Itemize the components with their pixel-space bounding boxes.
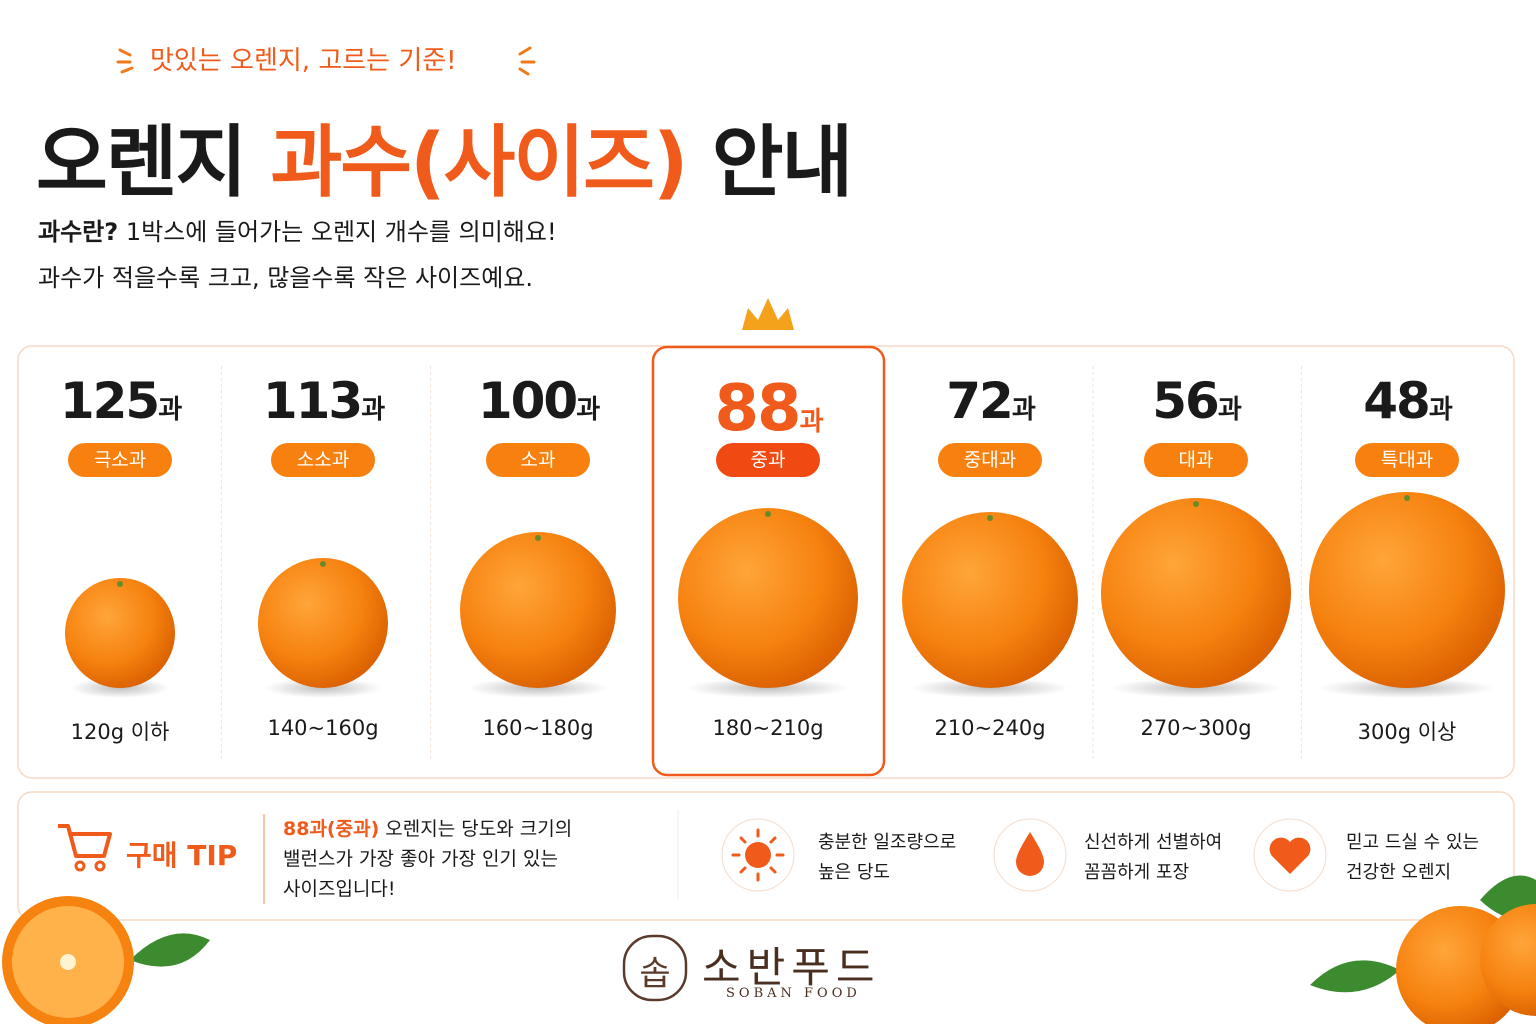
tagline: 맛있는 오렌지, 고르는 기준! xyxy=(150,46,457,76)
brand-name: 소반푸드 xyxy=(702,943,881,992)
orange xyxy=(65,578,175,688)
feature-text: 높은 당도 xyxy=(818,862,890,883)
feature-text: 충분한 일조량으로 xyxy=(818,832,957,853)
size-count: 48과 xyxy=(1297,372,1517,430)
title-highlight: 과수(사이즈) xyxy=(270,118,688,208)
brand-logo: 솝 xyxy=(639,954,671,994)
orange xyxy=(258,558,388,688)
unit: 과 xyxy=(1428,395,1453,425)
orange xyxy=(902,512,1078,688)
count: 100 xyxy=(477,372,578,430)
size-grade: 중과 xyxy=(716,443,820,477)
unit: 과 xyxy=(1011,395,1036,425)
orange xyxy=(765,511,771,517)
unit: 과 xyxy=(799,407,824,437)
feature-text: 믿고 드실 수 있는 xyxy=(1346,832,1480,853)
count: 113 xyxy=(262,372,363,430)
count: 88 xyxy=(714,372,802,446)
size-grade: 소소과 xyxy=(271,443,375,477)
tip-text: 오렌지는 당도와 크기의 xyxy=(385,818,573,840)
size-count: 113과 xyxy=(213,372,433,430)
orange xyxy=(678,508,858,688)
size-grade: 대과 xyxy=(1144,443,1248,477)
orange xyxy=(1309,492,1505,688)
count: 48 xyxy=(1363,372,1431,430)
count: 56 xyxy=(1152,372,1220,430)
intro-label: 과수란? xyxy=(38,218,119,246)
title: 안내 xyxy=(711,118,854,208)
size-grade: 특대과 xyxy=(1355,443,1459,477)
size-weight: 160~180g xyxy=(482,716,594,740)
size-weight: 140~160g xyxy=(267,716,379,740)
feature-text: 건강한 오렌지 xyxy=(1346,862,1452,883)
tip-text: 사이즈입니다! xyxy=(283,878,396,900)
feature-text: 신선하게 선별하여 xyxy=(1084,832,1223,853)
tip-highlight: 88과(중과) xyxy=(283,818,380,840)
orange xyxy=(651,345,886,777)
size-weight: 270~300g xyxy=(1140,716,1252,740)
size-weight: 210~240g xyxy=(934,716,1046,740)
orange xyxy=(987,515,993,521)
size-weight: 120g 이하 xyxy=(70,720,170,744)
size-count: 72과 xyxy=(880,372,1100,430)
unit: 과 xyxy=(576,395,600,425)
count: 125 xyxy=(59,372,160,430)
size-count: 125과 xyxy=(10,372,230,430)
size-count: 88과 xyxy=(658,372,878,446)
size-weight: 300g 이상 xyxy=(1357,720,1457,744)
orange xyxy=(1193,501,1199,507)
intro-text: 1박스에 들어가는 오렌지 개수를 의미해요! xyxy=(125,218,557,246)
size-count: 100과 xyxy=(428,372,648,430)
brand-english: SOBAN FOOD xyxy=(726,986,861,1001)
orange xyxy=(535,535,541,541)
intro-text: 과수가 적을수록 크고, 많을수록 작은 사이즈예요. xyxy=(38,264,534,292)
size-grade: 소과 xyxy=(486,443,590,477)
orange xyxy=(1404,495,1410,501)
orange xyxy=(320,561,326,567)
tip-title: 구매 TIP xyxy=(126,839,238,872)
feature-text: 꼼꼼하게 포장 xyxy=(1084,862,1190,883)
unit: 과 xyxy=(361,395,385,425)
size-count: 56과 xyxy=(1086,372,1306,430)
orange xyxy=(1101,498,1291,688)
count: 72 xyxy=(946,372,1014,430)
tip-text: 밸런스가 가장 좋아 가장 인기 있는 xyxy=(283,848,558,870)
size-weight: 180~210g xyxy=(712,716,824,740)
unit: 과 xyxy=(158,395,182,425)
title: 오렌지 xyxy=(36,118,247,208)
size-grade: 중대과 xyxy=(938,443,1042,477)
size-grade: 극소과 xyxy=(68,443,172,477)
unit: 과 xyxy=(1217,395,1242,425)
orange xyxy=(117,581,123,587)
orange xyxy=(460,532,616,688)
